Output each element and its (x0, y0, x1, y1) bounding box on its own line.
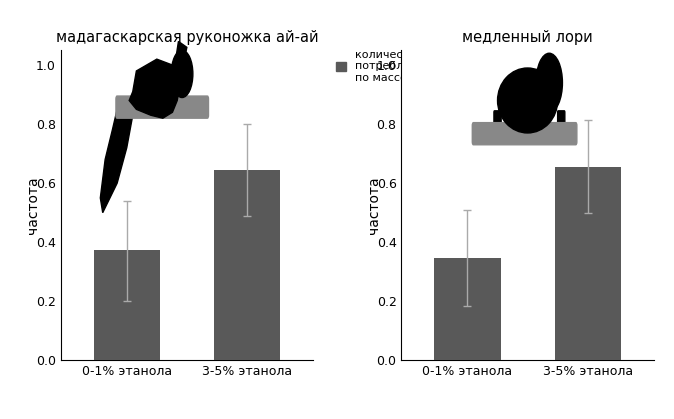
Polygon shape (129, 59, 181, 118)
Ellipse shape (536, 53, 562, 112)
FancyBboxPatch shape (472, 123, 577, 145)
Y-axis label: частота: частота (26, 176, 40, 234)
FancyBboxPatch shape (116, 96, 208, 118)
Ellipse shape (497, 68, 557, 133)
Ellipse shape (171, 50, 193, 98)
Bar (555, 167, 621, 360)
Bar (94, 250, 160, 360)
Title: мадагаскарская руконожка ай-ай: мадагаскарская руконожка ай-ай (55, 30, 318, 45)
Legend: количество
потребленное
по массе: количество потребленное по массе (336, 49, 439, 83)
FancyBboxPatch shape (494, 111, 501, 137)
Y-axis label: частота: частота (367, 176, 381, 234)
Bar (435, 259, 501, 360)
FancyBboxPatch shape (512, 111, 519, 137)
Title: медленный лори: медленный лори (462, 30, 593, 45)
FancyBboxPatch shape (542, 111, 549, 137)
Polygon shape (175, 41, 187, 68)
FancyBboxPatch shape (557, 111, 565, 137)
Polygon shape (100, 109, 133, 213)
Bar (214, 170, 280, 360)
